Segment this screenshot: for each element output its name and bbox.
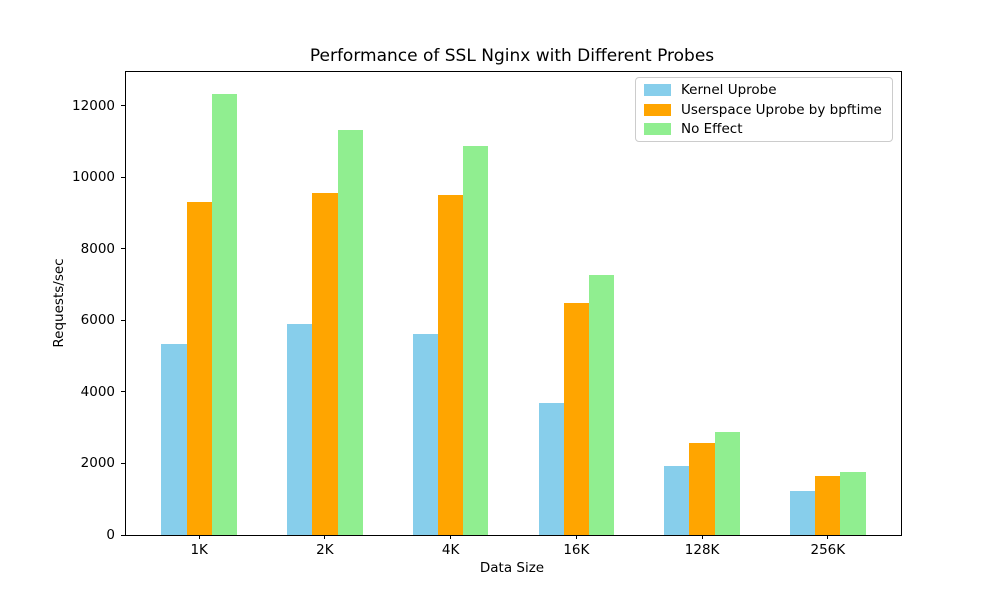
legend-item: Kernel Uprobe <box>644 82 892 98</box>
x-tick-label: 4K <box>441 542 460 558</box>
bar <box>714 431 740 535</box>
x-tick-label: 16K <box>563 542 590 558</box>
legend-label: No Effect <box>681 121 743 138</box>
y-tick-label: 0 <box>106 527 115 543</box>
y-tick-mark <box>121 391 125 393</box>
x-axis-label: Data Size <box>479 560 545 576</box>
bar <box>538 402 564 535</box>
y-tick-mark <box>121 176 125 178</box>
x-tick-label: 1K <box>190 542 208 558</box>
bar <box>438 195 464 535</box>
x-tick-mark <box>324 535 326 539</box>
bar <box>161 344 187 535</box>
x-tick-mark <box>701 535 703 539</box>
bar <box>563 303 589 535</box>
bar <box>790 490 816 535</box>
legend-label: Userspace Uprobe by bpftime <box>681 101 882 118</box>
y-tick-label: 2000 <box>80 455 115 472</box>
legend-swatch-icon <box>644 103 671 116</box>
x-tick-mark <box>827 535 829 539</box>
bar <box>588 274 615 535</box>
chart-title: Performance of SSL Nginx with Different … <box>309 46 715 66</box>
y-tick-label: 8000 <box>80 240 115 257</box>
bar <box>840 472 866 535</box>
bar <box>211 94 237 535</box>
bar <box>463 145 489 535</box>
legend-swatch-icon <box>644 123 671 136</box>
x-tick-label: 128K <box>684 542 720 558</box>
y-tick-label: 6000 <box>80 312 115 329</box>
legend-label: Kernel Uprobe <box>681 81 777 98</box>
bar <box>815 476 841 535</box>
bar <box>412 333 439 535</box>
x-tick-mark <box>575 535 577 539</box>
legend-item: No Effect <box>644 121 892 137</box>
y-tick-mark <box>121 319 125 321</box>
y-tick-label: 12000 <box>72 97 115 114</box>
y-tick-mark <box>121 105 125 107</box>
y-tick-label: 10000 <box>72 169 115 186</box>
bar <box>337 129 363 535</box>
x-tick-mark <box>450 535 452 539</box>
bar <box>186 201 212 535</box>
y-tick-mark <box>121 248 125 250</box>
x-tick-label: 2K <box>316 542 334 558</box>
bar <box>287 324 313 535</box>
plot-area: 0 2000 4000 6000 8000 10000 12000 1K 2K 4K 16K 128K… <box>72 71 902 558</box>
legend-item: Userspace Uprobe by bpftime <box>644 102 892 118</box>
bar <box>664 465 690 535</box>
legend: Kernel Uprobe Userspace Uprobe by bpftime… <box>635 77 893 142</box>
y-tick-mark <box>121 534 125 536</box>
y-tick-mark <box>121 462 125 464</box>
bar <box>312 193 338 535</box>
legend-swatch-icon <box>644 83 671 96</box>
y-tick-label: 4000 <box>80 383 115 400</box>
x-tick-label: 256K <box>810 542 846 558</box>
x-tick-mark <box>198 535 200 539</box>
y-axis-label: Requests/sec <box>51 258 67 348</box>
bar <box>689 443 715 535</box>
